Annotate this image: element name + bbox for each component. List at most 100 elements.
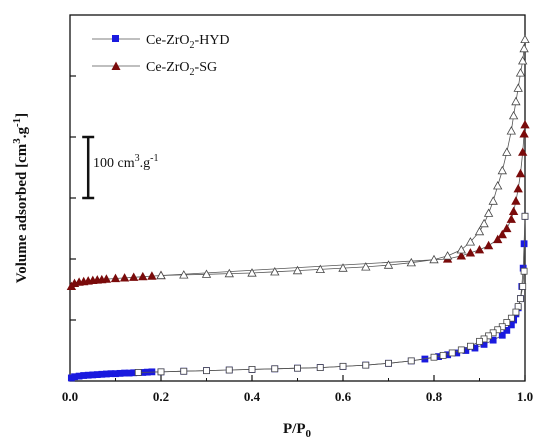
series-1-desorption-point-20 bbox=[383, 260, 394, 269]
series-0-desorption-point-28 bbox=[203, 367, 210, 375]
series-0-desorption-point-15 bbox=[457, 346, 465, 354]
series-1-desorption-point-5 bbox=[511, 96, 521, 106]
series-1-desorption-point-22 bbox=[338, 263, 348, 272]
scale-bar bbox=[82, 135, 95, 200]
series-1-desorption-point-10 bbox=[493, 180, 503, 190]
series-1-adsorption-point-8 bbox=[101, 274, 112, 283]
series-0-desorption-point-23 bbox=[316, 364, 324, 371]
scale-label-main: 100 cm bbox=[93, 156, 135, 171]
series-1-desorption-point-7 bbox=[506, 126, 516, 135]
series-1-adsorption-point-11 bbox=[129, 272, 139, 281]
series-1-adsorption-line bbox=[71, 124, 526, 287]
series-0-desorption-point-21 bbox=[362, 361, 370, 369]
series-0-desorption-point-29 bbox=[180, 367, 188, 375]
series-0-desorption-point-22 bbox=[339, 362, 347, 370]
series-0-desorption-point-14 bbox=[466, 342, 474, 350]
series-1-desorption-point-23 bbox=[315, 264, 325, 274]
x-tick-label-5: 1.0 bbox=[517, 389, 533, 404]
y-axis-ticks bbox=[70, 75, 76, 321]
series-1-adsorption-point-13 bbox=[147, 271, 157, 280]
scale-label-mid: .g bbox=[140, 156, 151, 171]
series-1-adsorption-point-26 bbox=[513, 183, 523, 193]
legend-label-hyd: Ce-ZrO2-HYD bbox=[146, 33, 230, 51]
series-1-desorption-point-29 bbox=[179, 270, 189, 279]
legend-marker-hyd bbox=[112, 35, 119, 42]
x-axis-ticks: 0.0 0.2 0.4 0.6 0.8 1.0 bbox=[62, 375, 533, 404]
series-1-adsorption-point-20 bbox=[493, 234, 503, 244]
legend-marker-sg bbox=[111, 61, 121, 70]
series-1-desorption-point-1 bbox=[519, 43, 529, 53]
series-1-desorption-point-13 bbox=[479, 218, 489, 228]
plot-area: 0.0 0.2 0.4 0.6 0.8 1.0 bbox=[62, 14, 533, 404]
series-0-desorption-point-5 bbox=[512, 308, 520, 316]
series-1-desorption-point-14 bbox=[474, 226, 485, 236]
series-0-desorption-point-2 bbox=[519, 283, 527, 290]
series-1-adsorption-point-17 bbox=[465, 248, 476, 257]
y-axis-title: Volume adsorbed [cm3.g-1] bbox=[11, 113, 30, 283]
series-1-desorption-point-11 bbox=[488, 196, 498, 205]
series-1-desorption-point-21 bbox=[361, 262, 371, 271]
series-1-adsorption-point-10 bbox=[119, 273, 130, 282]
legend-label-sg: Ce-ZrO2-SG bbox=[146, 60, 217, 78]
legend: Ce-ZrO2-HYD Ce-ZrO2-SG bbox=[92, 33, 230, 78]
series-0-adsorption-point-48 bbox=[520, 240, 528, 248]
series-0-desorption-point-20 bbox=[385, 359, 392, 367]
series-1-adsorption-point-30 bbox=[520, 119, 530, 129]
plot-frame bbox=[69, 14, 526, 382]
series-0-desorption-point-27 bbox=[225, 366, 233, 374]
series-1-adsorption-point-23 bbox=[506, 214, 516, 223]
series-0-adsorption-point-39 bbox=[498, 331, 506, 339]
series-1-adsorption-point-9 bbox=[110, 273, 121, 283]
series-0-desorption-point-13 bbox=[476, 337, 483, 345]
series-1-adsorption-point-19 bbox=[483, 240, 494, 250]
series-1-desorption-point-16 bbox=[456, 244, 466, 254]
series-0-desorption-point-25 bbox=[271, 365, 279, 373]
series-1-adsorption-point-24 bbox=[508, 206, 519, 216]
x-tick-label-3: 0.6 bbox=[335, 389, 352, 404]
series-0-adsorption-point-40 bbox=[503, 326, 511, 334]
series-1-desorption-point-2 bbox=[518, 55, 528, 65]
series-1-desorption-point-12 bbox=[483, 208, 494, 217]
x-tick-label-2: 0.4 bbox=[244, 389, 261, 404]
scale-label-sup1: 3 bbox=[135, 153, 140, 164]
series-1-adsorption-point-22 bbox=[502, 223, 512, 233]
series-1-desorption-point-24 bbox=[292, 265, 303, 275]
series-1-adsorption-point-25 bbox=[511, 196, 521, 205]
series-1-adsorption-point-28 bbox=[518, 147, 528, 156]
x-axis-title: P/P0 bbox=[283, 421, 312, 440]
series-0-desorption-point-7 bbox=[503, 319, 511, 326]
series-1-desorption-point-17 bbox=[442, 251, 453, 260]
series-0-desorption-point-6 bbox=[507, 314, 515, 322]
series-0-desorption-point-19 bbox=[407, 357, 415, 365]
series-1-desorption-point-27 bbox=[224, 268, 234, 278]
series-1-desorption-point-8 bbox=[502, 147, 512, 156]
series-1-desorption-point-6 bbox=[508, 110, 519, 120]
series-0-desorption-point-26 bbox=[248, 366, 256, 373]
series-1-desorption-point-28 bbox=[201, 269, 212, 278]
series-layer bbox=[66, 34, 530, 382]
series-1 bbox=[66, 34, 530, 291]
series-0-desorption-point-24 bbox=[294, 364, 301, 372]
series-1-adsorption-point-16 bbox=[456, 251, 466, 260]
series-1-adsorption-point-18 bbox=[474, 244, 485, 254]
series-1-desorption-point-18 bbox=[429, 254, 439, 264]
series-1-desorption-point-4 bbox=[513, 83, 523, 92]
x-tick-label-1: 0.2 bbox=[153, 389, 169, 404]
x-tick-label-0: 0.0 bbox=[62, 389, 78, 404]
x-tick-label-4: 0.8 bbox=[426, 389, 443, 404]
series-1-desorption-point-9 bbox=[497, 165, 507, 175]
series-1-desorption-point-19 bbox=[406, 257, 416, 267]
series-1-adsorption-point-29 bbox=[519, 129, 529, 138]
series-0-desorption-point-18 bbox=[430, 353, 438, 361]
series-1-desorption-point-26 bbox=[247, 268, 257, 277]
series-0-desorption-point-16 bbox=[448, 349, 456, 357]
series-0-desorption-point-1 bbox=[520, 267, 528, 275]
series-0-adsorption-point-38 bbox=[489, 336, 497, 344]
series-1-desorption-point-25 bbox=[270, 266, 280, 276]
series-1-desorption-point-30 bbox=[156, 270, 166, 280]
series-0-desorption-point-17 bbox=[439, 351, 447, 359]
series-1-desorption-point-3 bbox=[515, 68, 526, 77]
scale-label-sup2: -1 bbox=[150, 153, 158, 164]
series-0-desorption-point-30 bbox=[157, 368, 165, 376]
